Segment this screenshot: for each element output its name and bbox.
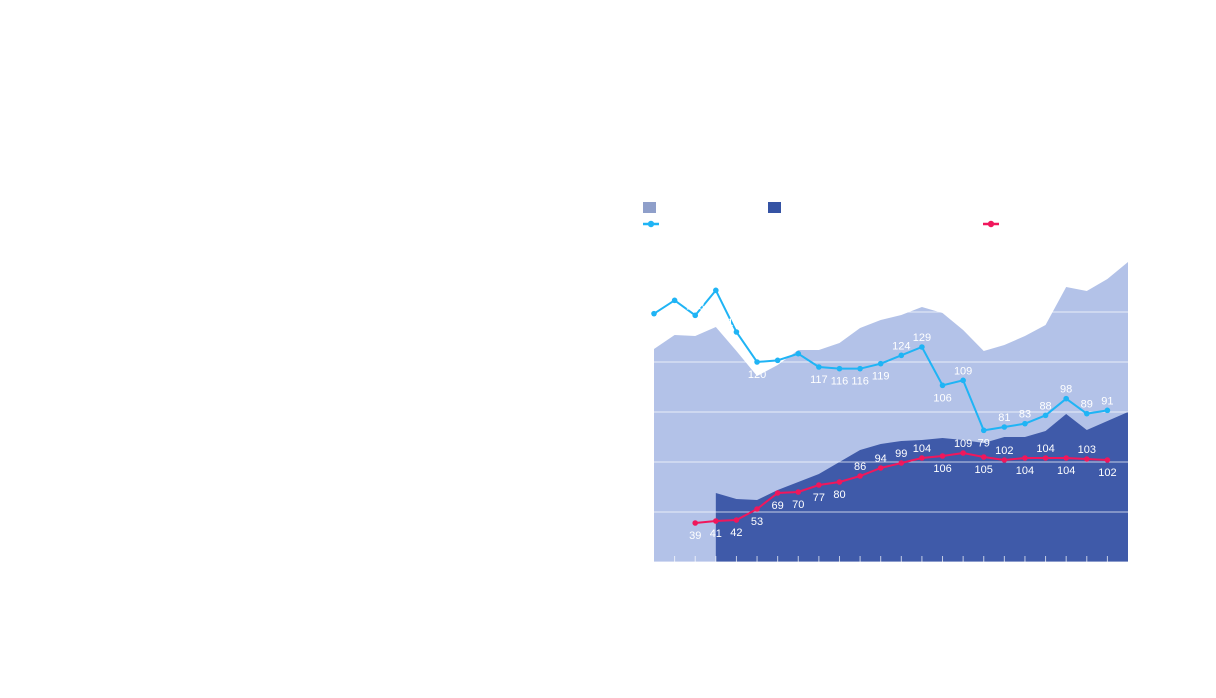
- data-point: [960, 377, 966, 384]
- data-label: 41: [710, 528, 722, 540]
- data-point: [1022, 455, 1028, 461]
- data-point: [1042, 412, 1049, 419]
- data-label: 88: [1039, 400, 1051, 412]
- data-label: 86: [854, 461, 866, 473]
- data-point: [857, 473, 863, 479]
- data-label: 80: [833, 489, 845, 501]
- data-label: 99: [895, 448, 907, 460]
- data-label: 91: [1101, 395, 1113, 407]
- data-point: [1063, 455, 1069, 461]
- data-label: 70: [792, 499, 804, 511]
- data-label: 121: [768, 345, 786, 357]
- data-label: 106: [933, 463, 951, 475]
- data-point: [836, 365, 843, 372]
- data-label: 117: [810, 374, 828, 386]
- data-label: 125: [789, 339, 807, 351]
- data-point: [692, 312, 699, 319]
- data-label: 104: [1036, 443, 1054, 455]
- data-label: 102: [1098, 467, 1116, 479]
- data-point: [692, 520, 699, 526]
- data-point: [774, 357, 781, 364]
- data-point: [836, 479, 843, 485]
- data-point: [774, 490, 781, 496]
- data-label: 124: [892, 340, 910, 352]
- data-label: 69: [772, 500, 784, 512]
- data-label: 116: [831, 376, 849, 388]
- legend-swatch-marker-2: [987, 220, 995, 228]
- data-label: 39: [689, 530, 701, 542]
- data-point: [960, 450, 966, 456]
- data-label: 81: [998, 412, 1010, 424]
- data-point: [898, 460, 905, 466]
- data-label: 94: [875, 453, 887, 465]
- data-label: 129: [913, 332, 931, 344]
- data-label: 116: [851, 376, 869, 388]
- data-point: [816, 364, 822, 370]
- data-label: 83: [1019, 409, 1031, 421]
- legend-swatch-marker-1: [647, 220, 655, 228]
- area-series-1: [715, 412, 1128, 562]
- data-point: [980, 427, 987, 434]
- data-point: [1104, 407, 1111, 414]
- data-point: [877, 360, 884, 367]
- data-point: [1104, 457, 1111, 463]
- data-point: [671, 297, 678, 304]
- data-point: [733, 517, 740, 523]
- data-point: [919, 455, 925, 461]
- data-label: 104: [1016, 465, 1034, 477]
- data-label: 119: [872, 371, 890, 383]
- data-point: [919, 344, 925, 350]
- data-label: 138: [727, 317, 745, 329]
- data-point: [877, 465, 884, 471]
- data-point: [754, 506, 760, 512]
- data-label: 105: [975, 464, 993, 476]
- data-label: 77: [813, 492, 825, 504]
- data-point: [713, 518, 719, 524]
- data-label: 109: [954, 365, 972, 377]
- data-label: 103: [1078, 444, 1096, 456]
- data-point: [980, 454, 987, 460]
- data-label: 79: [978, 437, 990, 449]
- data-point: [898, 352, 905, 359]
- data-label: 120: [748, 369, 766, 381]
- legend-swatch-area-1: [643, 202, 656, 213]
- data-point: [1001, 457, 1008, 463]
- data-point: [1083, 456, 1090, 462]
- data-label: 149: [645, 299, 663, 311]
- data-point: [857, 365, 863, 372]
- data-label: 106: [933, 392, 951, 404]
- data-point: [651, 310, 657, 317]
- data-label: 89: [1081, 399, 1093, 411]
- data-point: [1001, 424, 1008, 430]
- data-label: 104: [913, 443, 931, 455]
- data-label: 42: [730, 527, 742, 539]
- data-point: [754, 359, 760, 365]
- data-point: [795, 350, 802, 357]
- data-point: [816, 482, 822, 488]
- data-label: 157: [665, 285, 683, 297]
- data-label: 148: [686, 300, 704, 312]
- data-label: 102: [995, 445, 1013, 457]
- data-point: [1042, 455, 1049, 461]
- data-point: [939, 382, 946, 389]
- data-label: 163: [707, 275, 725, 287]
- data-point: [1022, 420, 1028, 427]
- data-label: 104: [1057, 465, 1075, 477]
- data-point: [713, 287, 719, 294]
- data-point: [1083, 410, 1090, 417]
- data-point: [795, 489, 802, 495]
- data-label: 53: [751, 516, 763, 528]
- data-point: [939, 453, 946, 459]
- data-label: 109: [954, 438, 972, 450]
- data-point: [733, 329, 740, 335]
- data-point: [1063, 395, 1069, 402]
- legend-swatch-area-2: [768, 202, 781, 213]
- data-label: 98: [1060, 384, 1072, 396]
